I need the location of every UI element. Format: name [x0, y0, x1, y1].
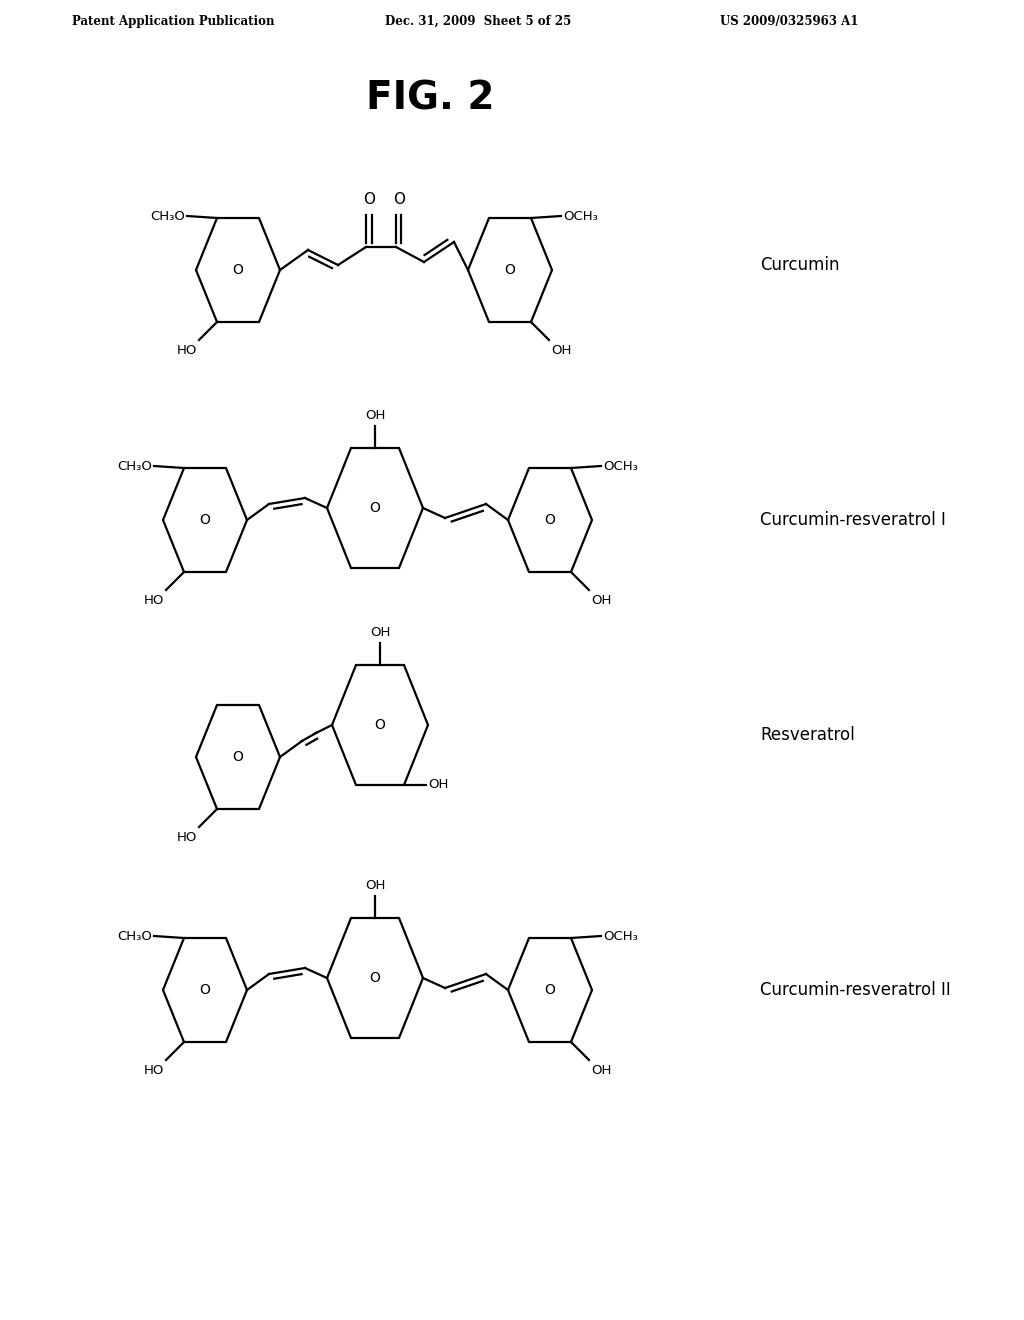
Text: O: O [545, 983, 555, 997]
Text: O: O [200, 983, 211, 997]
Text: Resveratrol: Resveratrol [760, 726, 855, 744]
Text: CH₃O: CH₃O [117, 929, 152, 942]
Text: O: O [375, 718, 385, 733]
Text: OCH₃: OCH₃ [603, 929, 638, 942]
Text: OCH₃: OCH₃ [563, 210, 598, 223]
Text: O: O [370, 972, 381, 985]
Text: OH: OH [591, 1064, 611, 1077]
Text: OH: OH [365, 409, 385, 422]
Text: O: O [393, 191, 404, 207]
Text: US 2009/0325963 A1: US 2009/0325963 A1 [720, 15, 858, 28]
Text: HO: HO [176, 345, 197, 356]
Text: O: O [545, 513, 555, 527]
Text: HO: HO [176, 832, 197, 843]
Text: Patent Application Publication: Patent Application Publication [72, 15, 274, 28]
Text: OH: OH [591, 594, 611, 607]
Text: OH: OH [365, 879, 385, 892]
Text: O: O [370, 502, 381, 515]
Text: Curcumin: Curcumin [760, 256, 840, 275]
Text: OH: OH [428, 779, 449, 792]
Text: OH: OH [551, 345, 571, 356]
Text: O: O [505, 263, 515, 277]
Text: FIG. 2: FIG. 2 [366, 81, 495, 117]
Text: Curcumin-resveratrol II: Curcumin-resveratrol II [760, 981, 950, 999]
Text: O: O [232, 263, 244, 277]
Text: HO: HO [143, 1064, 164, 1077]
Text: Curcumin-resveratrol I: Curcumin-resveratrol I [760, 511, 946, 529]
Text: O: O [200, 513, 211, 527]
Text: Dec. 31, 2009  Sheet 5 of 25: Dec. 31, 2009 Sheet 5 of 25 [385, 15, 571, 28]
Text: CH₃O: CH₃O [151, 210, 185, 223]
Text: O: O [232, 750, 244, 764]
Text: HO: HO [143, 594, 164, 607]
Text: OCH₃: OCH₃ [603, 459, 638, 473]
Text: O: O [362, 191, 375, 207]
Text: OH: OH [370, 626, 390, 639]
Text: CH₃O: CH₃O [117, 459, 152, 473]
